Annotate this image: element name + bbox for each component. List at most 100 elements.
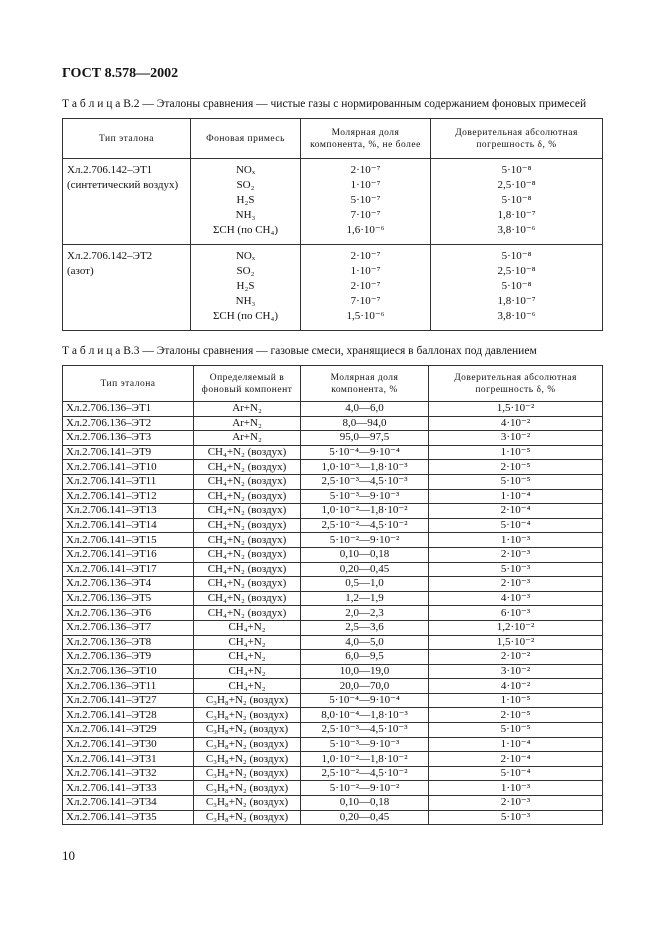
cell-line: 7·10⁻⁷: [350, 295, 381, 307]
table-cell: 0,20—0,45: [300, 561, 429, 578]
table-cell: 5·10⁻⁵: [428, 722, 603, 738]
caption: Т а б л и ц а В.3 — Эталоны сравнения — …: [62, 345, 537, 357]
table-cell: Хл.2.706.141–ЭТ34: [62, 795, 194, 811]
cell-line: (синтетический воздух): [67, 179, 179, 191]
table-row: Хл.2.706.141–ЭТ33 C₃H₈+N₂ (воздух) 5·10⁻²—…: [62, 780, 603, 797]
table-row: Хл.2.706.141–ЭТ12 CH₄+N₂ (воздух) 5·10⁻³—9…: [62, 488, 603, 505]
table-cell: 5·10⁻⁴: [428, 517, 603, 534]
table-row: Хл.2.706.142–ЭТ2 (азот) NOₓ SO₂ H₂S NH₃ ΣCH (п…: [62, 244, 603, 331]
table-row: Хл.2.706.136–ЭТ4 CH₄+N₂ (воздух) 0,5—1,0 2·…: [62, 576, 603, 592]
table-cell: Хл.2.706.136–ЭТ8: [62, 634, 194, 651]
column-header: Молярная доля компонента, %, не более: [300, 118, 431, 159]
column-header: Определяемый в фоновый компонент: [193, 365, 301, 402]
table-cell: Хл.2.706.141–ЭТ35: [62, 809, 194, 826]
table-b3: Тип эталона Определяемый в фоновый компон…: [62, 365, 603, 826]
table-cell: Хл.2.706.136–ЭТ9: [62, 649, 194, 665]
table-row: Хл.2.706.136–ЭТ2 Ar+N₂ 8,0—94,0 4·10⁻²: [62, 415, 603, 432]
table-row: Хл.2.706.136–ЭТ6 CH₄+N₂ (воздух) 2,0—2,3 6·…: [62, 605, 603, 621]
table-cell: CH₄+N₂ (воздух): [193, 590, 301, 607]
cell-line: NH₃: [235, 295, 256, 307]
table-cell: 4·10⁻²: [428, 415, 603, 432]
table-cell: C₃H₈+N₂ (воздух): [193, 736, 301, 753]
cell-line: NOₓ: [235, 250, 256, 262]
table-cell: 2·10⁻³: [428, 795, 603, 811]
table-row: Хл.2.706.141–ЭТ27 C₃H₈+N₂ (воздух) 5·10⁻⁴—…: [62, 692, 603, 709]
table-cell: Хл.2.706.136–ЭТ4: [62, 576, 194, 592]
table-cell: 2·10⁻²: [428, 649, 603, 665]
table-cell: 2,0—2,3: [300, 605, 429, 621]
table-row: Хл.2.706.141–ЭТ32 C₃H₈+N₂ (воздух) 2,5·10⁻…: [62, 765, 603, 782]
table-cell: C₃H₈+N₂ (воздух): [193, 795, 301, 811]
table-row: Хл.2.706.141–ЭТ9 CH₄+N₂ (воздух) 5·10⁻⁴—9·…: [62, 444, 603, 461]
table-cell: 2,5·10⁻²—4,5·10⁻²: [300, 517, 429, 534]
table-cell: 1·10⁻⁴: [428, 488, 603, 505]
table-cell: 2·10⁻⁴: [428, 503, 603, 519]
column-header: Тип эталона: [62, 365, 194, 402]
table-cell: 4,0—6,0: [300, 401, 429, 417]
table-cell: 5·10⁻⁸ 2,5·10⁻⁸ 5·10⁻⁸ 1,8·10⁻⁷ 3,8·10⁻⁶: [430, 158, 603, 245]
table-cell: Хл.2.706.136–ЭТ6: [62, 605, 194, 621]
column-header: Доверительная абсолютная погрешность δ, …: [428, 365, 603, 402]
table-cell: CH₄+N₂: [193, 634, 301, 651]
table-row: Хл.2.706.141–ЭТ34 C₃H₈+N₂ (воздух) 0,10—0,…: [62, 795, 603, 811]
table-cell: Хл.2.706.141–ЭТ14: [62, 517, 194, 534]
table-cell: 5·10⁻⁸ 2,5·10⁻⁸ 5·10⁻⁸ 1,8·10⁻⁷ 3,8·10⁻⁶: [430, 244, 603, 331]
table-row: Хл.2.706.141–ЭТ30 C₃H₈+N₂ (воздух) 5·10⁻³—…: [62, 736, 603, 753]
table-cell: CH₄+N₂ (воздух): [193, 517, 301, 534]
table-cell: Хл.2.706.141–ЭТ9: [62, 444, 194, 461]
table-cell: 5·10⁻³: [428, 561, 603, 578]
table-cell: 0,10—0,18: [300, 546, 429, 563]
page-number: 10: [62, 848, 75, 863]
cell-line: 5·10⁻⁸: [501, 164, 532, 176]
table-cell: C₃H₈+N₂ (воздух): [193, 722, 301, 738]
cell-line: NOₓ: [235, 164, 256, 176]
cell-line: ΣCH (по CH₄): [212, 224, 278, 236]
column-header: Тип эталона: [62, 118, 191, 159]
table-cell: 1,0·10⁻²—1,8·10⁻²: [300, 751, 429, 767]
table-cell: 1·10⁻⁵: [428, 444, 603, 461]
cell-line: 5·10⁻⁷: [350, 194, 381, 206]
table-row: Хл.2.706.136–ЭТ3 Ar+N₂ 95,0—97,5 3·10⁻²: [62, 430, 603, 446]
table-cell: 3·10⁻²: [428, 663, 603, 680]
table-cell: 8,0·10⁻⁴—1,8·10⁻³: [300, 707, 429, 724]
table-cell: 1,5·10⁻²: [428, 634, 603, 651]
table-cell: CH₄+N₂ (воздух): [193, 605, 301, 621]
column-header: Фоновая примесь: [190, 118, 301, 159]
table-cell: Ar+N₂: [193, 401, 301, 417]
table-cell: 2,5·10⁻³—4,5·10⁻³: [300, 473, 429, 490]
table-cell: Хл.2.706.141–ЭТ17: [62, 561, 194, 578]
cell-line: (азот): [67, 265, 94, 277]
table-cell: Хл.2.706.141–ЭТ31: [62, 751, 194, 767]
table-cell: 2,5·10⁻³—4,5·10⁻³: [300, 722, 429, 738]
cell-line: ΣCH (по CH₄): [212, 310, 278, 322]
table-cell: 5·10⁻⁴: [428, 765, 603, 782]
cell-line: 1,8·10⁻⁷: [497, 295, 536, 307]
table-cell: Хл.2.706.141–ЭТ30: [62, 736, 194, 753]
table-cell: 1·10⁻⁴: [428, 736, 603, 753]
table-cell: Хл.2.706.141–ЭТ32: [62, 765, 194, 782]
table-cell: Хл.2.706.141–ЭТ27: [62, 692, 194, 709]
column-header: Молярная доля компонента, %: [300, 365, 429, 402]
table-cell: NOₓ SO₂ H₂S NH₃ ΣCH (по CH₄): [190, 244, 301, 331]
table-row: Хл.2.706.136–ЭТ7 CH₄+N₂ 2,5—3,6 1,2·10⁻²: [62, 619, 603, 636]
table-cell: CH₄+N₂ (воздух): [193, 444, 301, 461]
cell-line: 3,8·10⁻⁶: [497, 310, 536, 322]
cell-line: Хл.2.706.142–ЭТ2: [67, 250, 153, 262]
cell-line: 1,8·10⁻⁷: [497, 209, 536, 221]
table-cell: NOₓ SO₂ H₂S NH₃ ΣCH (по CH₄): [190, 158, 301, 245]
table-cell: 1,0·10⁻³—1,8·10⁻³: [300, 459, 429, 475]
table-cell: 2·10⁻³: [428, 546, 603, 563]
table-row: Хл.2.706.136–ЭТ9 CH₄+N₂ 6,0—9,5 2·10⁻²: [62, 649, 603, 665]
table-cell: Ar+N₂: [193, 430, 301, 446]
table-cell: 1,0·10⁻²—1,8·10⁻²: [300, 503, 429, 519]
table-cell: 20,0—70,0: [300, 678, 429, 694]
table-cell: CH₄+N₂: [193, 619, 301, 636]
table-cell: 2·10⁻⁷ 1·10⁻⁷ 2·10⁻⁷ 7·10⁻⁷ 1,5·10⁻⁶: [300, 244, 431, 331]
table-cell: CH₄+N₂ (воздух): [193, 473, 301, 490]
table-row: Хл.2.706.142–ЭТ1 (синтетический воздух) NO…: [62, 158, 603, 245]
column-header: Доверительная абсолютная погрешность δ, …: [430, 118, 603, 159]
table-cell: Хл.2.706.141–ЭТ28: [62, 707, 194, 724]
header: ГОСТ 8.578—2002: [62, 66, 179, 81]
table-cell: 0,20—0,45: [300, 809, 429, 826]
